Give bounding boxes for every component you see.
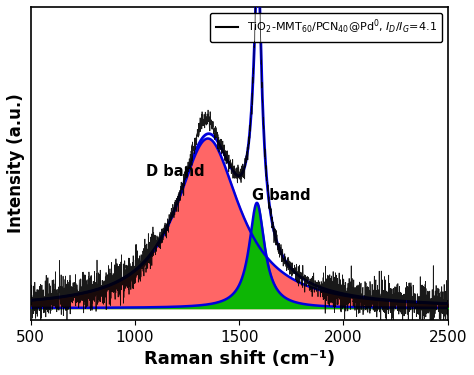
X-axis label: Raman shift (cm⁻¹): Raman shift (cm⁻¹) [144,350,335,368]
Text: G band: G band [252,188,310,203]
Text: D band: D band [146,165,205,180]
Y-axis label: Intensity (a.u.): Intensity (a.u.) [7,93,25,233]
Legend: $\mathrm{TiO_2\text{-}MMT_{60}/PCN_{40}@Pd^0}$, $I_D/I_G\!=\!4.1$: $\mathrm{TiO_2\text{-}MMT_{60}/PCN_{40}@… [210,12,442,42]
